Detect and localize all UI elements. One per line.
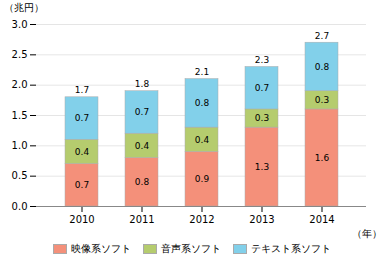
svg-text:3.0: 3.0	[12, 19, 28, 30]
svg-text:2.7: 2.7	[315, 31, 329, 41]
svg-text:1.5: 1.5	[12, 110, 28, 121]
svg-text:2.3: 2.3	[255, 55, 269, 65]
svg-text:0.7: 0.7	[75, 113, 89, 123]
svg-text:0.4: 0.4	[195, 135, 210, 145]
svg-text:2010: 2010	[69, 214, 94, 225]
svg-text:2012: 2012	[189, 214, 214, 225]
svg-text:2011: 2011	[129, 214, 154, 225]
svg-text:0.7: 0.7	[75, 180, 89, 190]
svg-text:2.1: 2.1	[195, 67, 209, 77]
svg-text:1.8: 1.8	[135, 79, 150, 89]
svg-text:1.7: 1.7	[75, 85, 89, 95]
svg-text:（兆円）: （兆円）	[4, 2, 44, 13]
svg-text:1.0: 1.0	[12, 140, 28, 151]
svg-text:2.5: 2.5	[12, 49, 28, 60]
svg-text:0.7: 0.7	[135, 107, 149, 117]
svg-text:0.3: 0.3	[315, 95, 329, 105]
svg-text:0.5: 0.5	[12, 170, 28, 181]
html-text:テキスト系ソフト: テキスト系ソフト	[251, 243, 331, 254]
svg-text:（年）: （年）	[352, 228, 382, 239]
svg-text:0.8: 0.8	[315, 62, 330, 72]
svg-text:0.8: 0.8	[135, 177, 150, 187]
svg-text:1.6: 1.6	[315, 153, 330, 163]
svg-text:0.8: 0.8	[195, 98, 210, 108]
svg-text:0.4: 0.4	[135, 141, 150, 151]
svg-text:2014: 2014	[309, 214, 334, 225]
svg-text:1.3: 1.3	[255, 162, 269, 172]
svg-text:0.0: 0.0	[12, 201, 28, 212]
svg-text:0.3: 0.3	[255, 113, 269, 123]
svg-text:0.9: 0.9	[195, 174, 210, 184]
svg-text:0.4: 0.4	[75, 147, 90, 157]
html-text:映像系ソフト: 映像系ソフト	[71, 243, 131, 254]
svg-text:0.7: 0.7	[255, 83, 269, 93]
svg-text:2013: 2013	[249, 214, 274, 225]
html-text:音声系ソフト: 音声系ソフト	[161, 243, 221, 254]
svg-text:2.0: 2.0	[12, 79, 28, 90]
